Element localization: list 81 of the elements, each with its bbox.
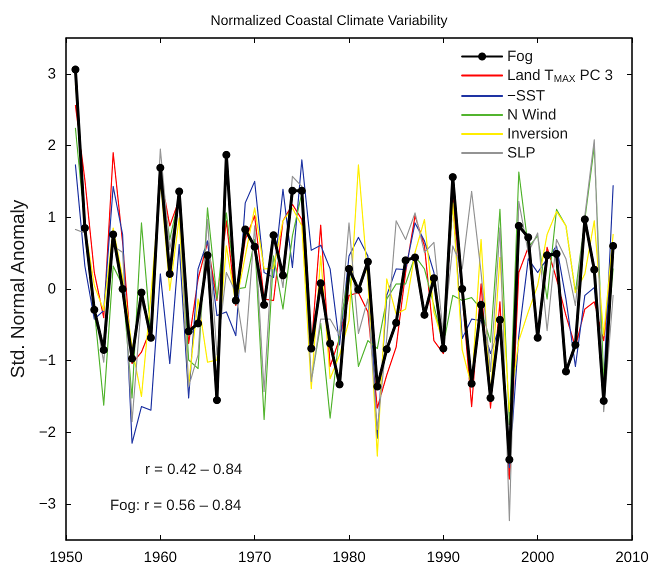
point <box>402 256 410 264</box>
point <box>562 367 570 376</box>
point <box>552 250 561 258</box>
point <box>458 285 466 293</box>
point <box>80 224 89 232</box>
point <box>496 316 504 324</box>
y-tick-label: −2 <box>38 424 56 441</box>
point <box>364 258 372 266</box>
point <box>250 242 259 251</box>
point <box>175 187 184 196</box>
point <box>524 233 532 242</box>
legend-label: N Wind <box>507 106 556 124</box>
point <box>392 318 400 327</box>
x-tick-label: 1970 <box>238 549 272 566</box>
x-tick-label: 1980 <box>332 549 366 566</box>
point <box>241 225 250 234</box>
y-tick-label: 1 <box>48 208 56 226</box>
point <box>326 340 334 348</box>
point <box>514 222 523 230</box>
x-tick-label: 1960 <box>144 549 178 566</box>
point <box>90 306 98 314</box>
point <box>430 274 438 282</box>
point <box>345 264 353 273</box>
y-tick-label: 0 <box>48 280 56 298</box>
point <box>571 340 580 349</box>
point <box>156 164 164 172</box>
point <box>420 310 428 319</box>
legend-label: SLP <box>507 144 536 162</box>
point <box>505 456 514 464</box>
point <box>71 66 80 74</box>
point <box>146 334 155 342</box>
point <box>100 346 108 354</box>
point <box>166 270 174 278</box>
y-tick-label: 3 <box>48 65 56 82</box>
point <box>307 344 316 353</box>
point <box>278 271 287 280</box>
legend-label: Fog <box>507 48 533 65</box>
point <box>382 345 391 354</box>
point <box>288 186 296 195</box>
point <box>448 173 457 182</box>
point <box>590 266 598 274</box>
point <box>580 215 589 224</box>
point <box>137 288 146 297</box>
annotation: Fog: r = 0.56 – 0.84 <box>110 497 242 514</box>
point <box>212 396 221 404</box>
point <box>534 334 542 342</box>
point <box>232 296 240 304</box>
point <box>468 380 476 388</box>
point <box>270 231 278 240</box>
legend-label: −SST <box>507 88 546 104</box>
point <box>118 285 127 293</box>
point <box>439 344 448 353</box>
point <box>109 230 118 238</box>
legend-label: Inversion <box>507 126 568 142</box>
y-tick-label: 2 <box>48 137 56 154</box>
point <box>316 279 325 288</box>
y-tick-label: −3 <box>38 496 56 513</box>
point <box>354 286 362 294</box>
point <box>609 242 618 250</box>
point <box>600 396 608 405</box>
x-tick-label: 1990 <box>426 549 460 566</box>
x-tick-label: 2000 <box>520 549 554 566</box>
point <box>260 300 268 309</box>
y-axis-title: Std. Normal Anomaly <box>8 199 29 378</box>
point <box>336 380 344 388</box>
y-tick-label: −1 <box>38 352 56 370</box>
point <box>194 319 202 328</box>
point <box>222 150 230 159</box>
point <box>128 354 136 363</box>
point <box>373 382 382 391</box>
x-tick-label: 2010 <box>615 549 649 566</box>
annotation: r = 0.42 – 0.84 <box>145 461 242 478</box>
point <box>204 251 212 260</box>
point <box>298 186 306 195</box>
point <box>477 300 486 309</box>
point <box>411 253 420 262</box>
point <box>184 327 193 336</box>
point <box>543 251 552 260</box>
x-tick-label: 1950 <box>49 549 83 566</box>
chart-title: Normalized Coastal Climate Variability <box>210 12 448 28</box>
point <box>486 394 494 402</box>
